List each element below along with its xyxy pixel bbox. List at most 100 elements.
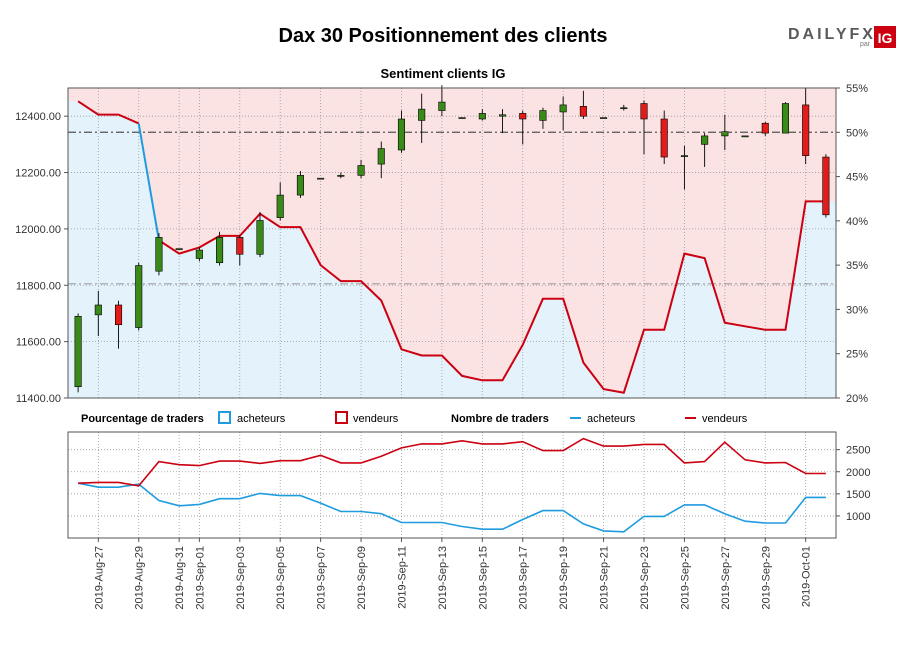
logo-ig-text: IG [878, 30, 893, 46]
candle-body-1 [94, 304, 102, 316]
x-tick-label-10: 2019-Sep-15 [477, 546, 489, 610]
candle-body-2 [114, 304, 123, 326]
candle-body-36 [802, 104, 810, 156]
x-tick-label-8: 2019-Sep-11 [396, 546, 408, 609]
candle-body-25 [579, 106, 587, 117]
count-tick-label-3: 2500 [846, 445, 870, 457]
candle-body-35 [781, 103, 790, 134]
price-tick-label-0: 11400.00 [16, 393, 61, 405]
candle-body-11 [296, 175, 304, 196]
x-tick-label-16: 2019-Sep-27 [720, 546, 732, 610]
candle-body-32 [721, 131, 729, 137]
pct-tick-label-5: 45% [846, 172, 868, 184]
sentiment-line-buyers [137, 123, 160, 241]
candle-body-7 [216, 237, 224, 264]
legend: Pourcentage de traders acheteurs vendeur… [81, 411, 748, 425]
legend-count-sellers: vendeurs [702, 413, 748, 425]
x-tick-label-3: 2019-Sep-01 [194, 546, 206, 610]
candle-body-6 [195, 249, 203, 259]
x-tick-label-2: 2019-Aug-31 [174, 546, 186, 610]
candle-body-37 [822, 156, 830, 216]
trader-count-panel: 1000 1500 2000 2500 2019-Aug-27 2019-Aug-29 2… [67, 431, 870, 610]
candle-body-10 [276, 194, 284, 218]
candle-body-27 [620, 107, 628, 110]
x-tick-label-6: 2019-Sep-07 [316, 546, 328, 610]
candle-body-34 [761, 122, 769, 134]
x-tick-label-15: 2019-Sep-25 [679, 546, 691, 610]
logo-ig-box [874, 26, 896, 48]
count-tick-label-0: 1000 [846, 511, 870, 523]
candle-body-22 [519, 113, 527, 120]
sentiment-line-sellers-b [158, 200, 826, 394]
candle-body-24 [559, 104, 567, 113]
count-line-buyers [77, 482, 826, 533]
candle-body-29 [660, 118, 668, 158]
legend-pct-buyers: acheteurs [237, 413, 286, 425]
legend-count-buyers: acheteurs [587, 413, 636, 425]
candle-body-30 [680, 155, 688, 157]
pct-tick-label-3: 35% [846, 260, 868, 272]
legend-count-label: Nombre de traders [451, 413, 549, 425]
x-tick-label-1: 2019-Aug-29 [134, 546, 146, 610]
candle-body-17 [418, 108, 426, 121]
candle-body-12 [317, 177, 325, 180]
chart-subtitle: Sentiment clients IG [381, 66, 506, 81]
candle-body-9 [256, 220, 264, 255]
legend-pct-buyers-swatch [218, 411, 231, 424]
chart-title: Dax 30 Positionnement des clients [279, 25, 608, 47]
count-tick-label-1: 1500 [846, 489, 870, 501]
candle-body-21 [498, 114, 507, 117]
x-tick-label-7: 2019-Sep-09 [356, 546, 368, 610]
candle-body-31 [701, 135, 709, 145]
x-tick-label-18: 2019-Oct-01 [801, 546, 813, 607]
legend-pct-sellers-swatch [335, 411, 348, 424]
legend-pct-sellers: vendeurs [353, 413, 399, 425]
candle-body-18 [438, 101, 446, 111]
count-tick-label-2: 2000 [846, 467, 870, 479]
count-panel-frame [67, 431, 837, 539]
candle-body-14 [357, 165, 365, 176]
dailyfx-logo: DAILYFX par IG [788, 26, 896, 48]
pct-tick-label-7: 55% [846, 83, 868, 95]
logo-par-text: par [860, 41, 871, 48]
candle-body-4 [155, 237, 163, 272]
candle-body-33 [741, 135, 749, 138]
candle-body-23 [539, 110, 547, 121]
price-tick-label-5: 12400.00 [15, 111, 61, 123]
candle-body-19 [458, 117, 466, 119]
price-tick-label-4: 12200.00 [15, 168, 61, 180]
price-panel-frame [67, 87, 837, 399]
price-sentiment-panel: 11400.00 11600.00 11800.00 12000.00 12200.00… [15, 83, 868, 405]
x-tick-label-17: 2019-Sep-29 [760, 546, 772, 610]
x-tick-label-4: 2019-Sep-03 [235, 546, 247, 610]
candle-body-20 [478, 113, 486, 120]
x-tick-label-11: 2019-Sep-17 [518, 546, 530, 610]
pct-tick-label-2: 30% [846, 304, 868, 316]
legend-pct-label: Pourcentage de traders [81, 413, 204, 425]
pct-tick-label-4: 40% [846, 216, 868, 228]
candle-body-5 [175, 248, 183, 250]
sentiment-line-sellers-a [77, 100, 140, 125]
candle-body-8 [236, 237, 244, 255]
candle-body-26 [600, 117, 608, 119]
x-tick-label-12: 2019-Sep-19 [558, 546, 570, 610]
candle-body-3 [135, 265, 143, 328]
pct-tick-label-6: 50% [846, 127, 868, 139]
pct-tick-label-0: 20% [846, 393, 868, 405]
candle-body-0 [74, 315, 82, 388]
pct-tick-label-1: 25% [846, 349, 868, 361]
candle-body-16 [397, 118, 406, 151]
x-tick-label-5: 2019-Sep-05 [275, 546, 287, 610]
candle-body-15 [377, 148, 385, 165]
price-tick-label-3: 12000.00 [15, 224, 61, 236]
candle-body-13 [337, 175, 345, 177]
price-tick-label-1: 11600.00 [16, 337, 61, 349]
logo-main-text: DAILYFX [788, 26, 876, 43]
count-line-sellers [78, 437, 826, 487]
x-tick-label-13: 2019-Sep-21 [599, 546, 611, 610]
x-tick-label-14: 2019-Sep-23 [639, 546, 651, 610]
x-tick-label-9: 2019-Sep-13 [437, 546, 449, 610]
x-tick-label-0: 2019-Aug-27 [93, 546, 105, 610]
buyers-area [68, 101, 836, 399]
